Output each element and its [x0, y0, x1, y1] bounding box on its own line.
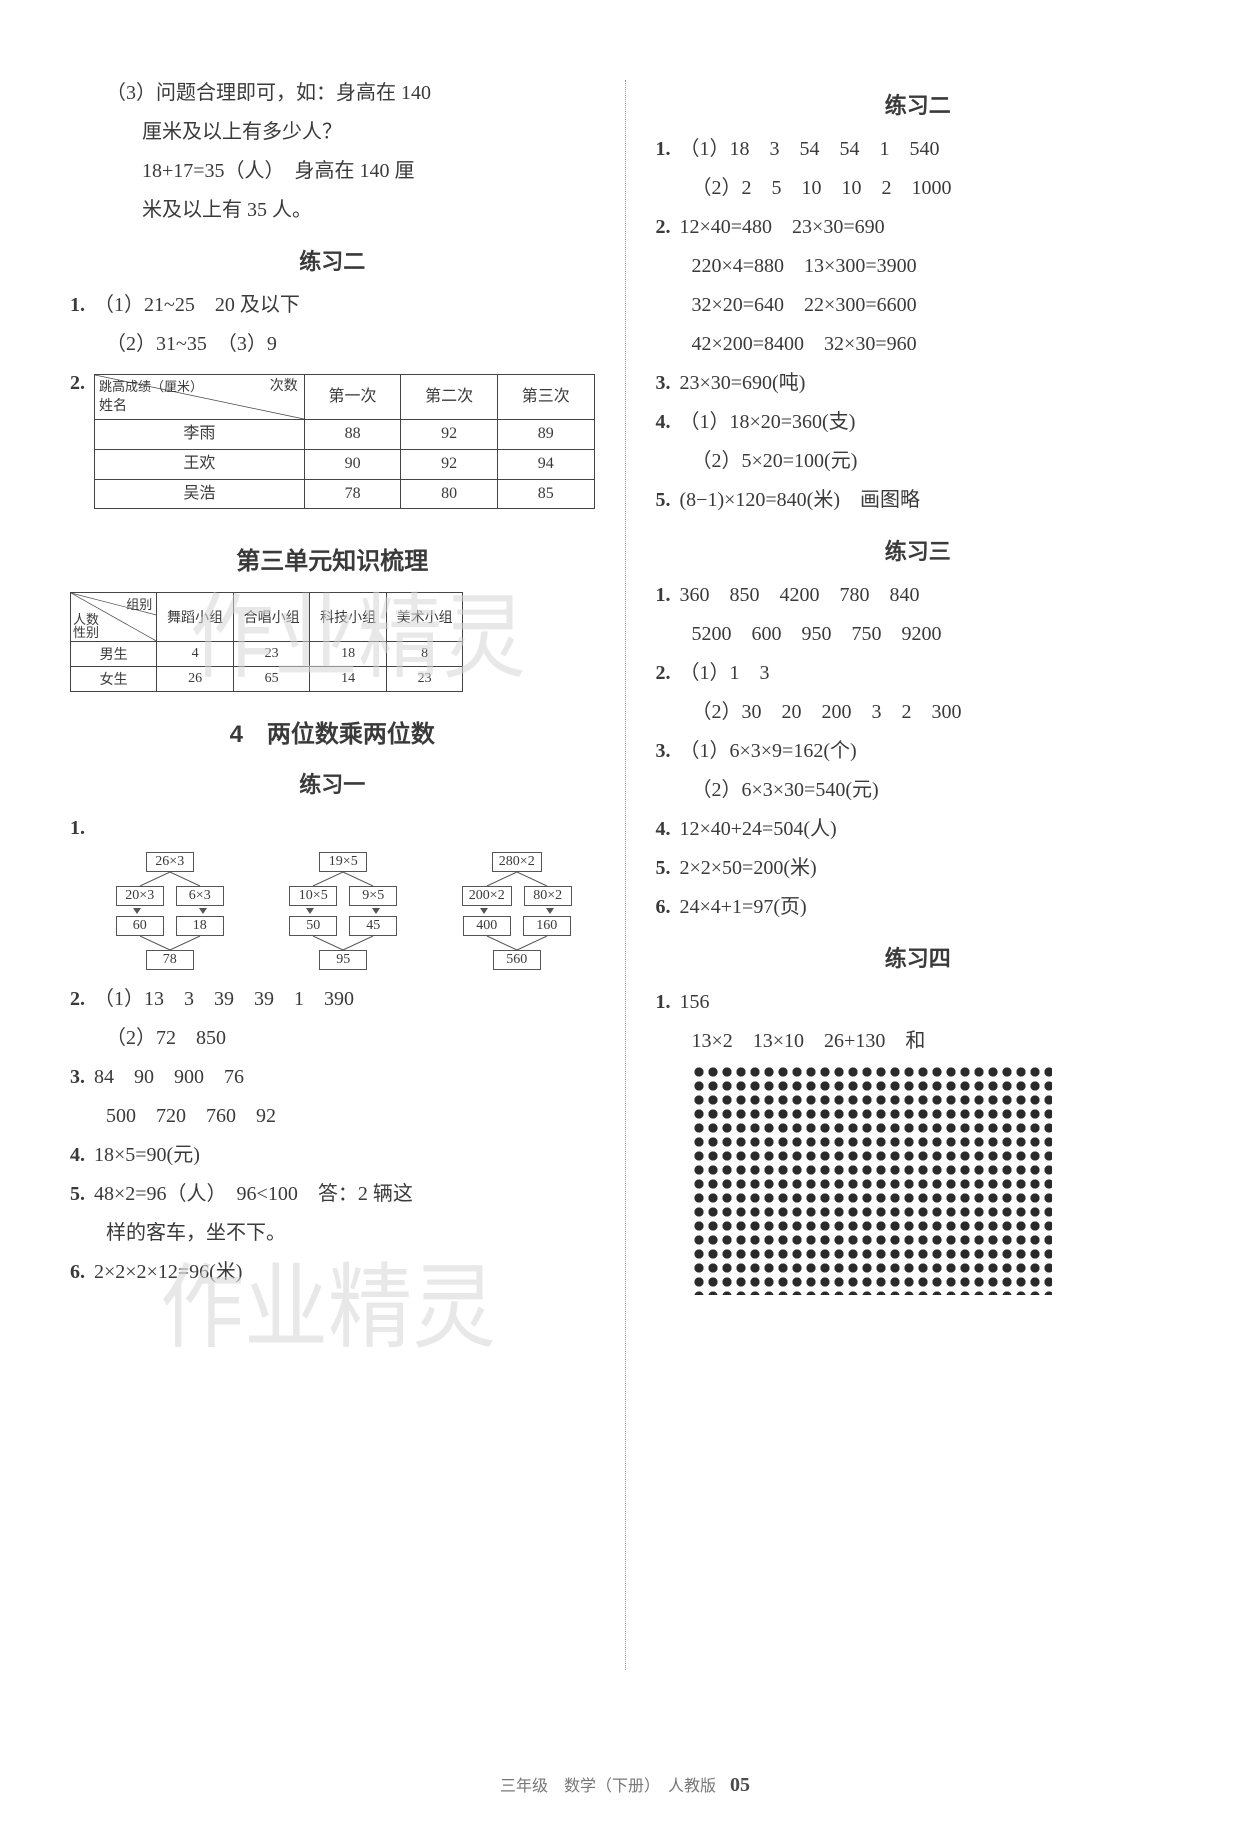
ex2-q2: 2. 次数 姓名 跳高成绩（厘米） 第一次 第二次 第三次 — [70, 368, 595, 519]
diag-header: 次数 姓名 跳高成绩（厘米） — [95, 375, 304, 419]
sec4-ex1-title: 练习一 — [70, 767, 595, 799]
q1-l1: （1）21~25 20 及以下 — [94, 290, 300, 321]
col1: 第一次 — [304, 375, 401, 420]
page-footer: 三年级 数学（下册） 人教版 05 — [0, 1772, 1250, 1797]
q1-num: 1. — [70, 290, 94, 321]
jump-table: 次数 姓名 跳高成绩（厘米） 第一次 第二次 第三次 李雨 88 92 89 — [94, 374, 595, 509]
table-row: 吴浩 78 80 85 — [95, 479, 595, 509]
dot-array-diagram — [692, 1065, 1052, 1295]
tree-diagram: 26×320×36×3601878 — [92, 852, 248, 970]
footer-text: 三年级 数学（下册） 人教版 — [500, 1778, 716, 1795]
ex2-q1b: （2）31~35 （3）9 — [70, 329, 595, 360]
col2: 第二次 — [401, 375, 498, 420]
column-divider — [625, 80, 626, 1670]
ex2-title: 练习二 — [70, 244, 595, 276]
unit3-title: 第三单元知识梳理 — [70, 541, 595, 576]
q2-num: 2. — [70, 368, 94, 399]
hdr-metric: 跳高成绩（厘米） — [99, 377, 203, 397]
diag-header2: 组别 人数 性别 — [71, 593, 156, 641]
ex2-q1: 1. （1）21~25 20 及以下 — [70, 290, 595, 321]
tree-diagram: 19×510×59×5504595 — [266, 852, 422, 970]
sec4-title: 4 两位数乘两位数 — [70, 714, 595, 749]
table-row: 李雨 88 92 89 — [95, 420, 595, 450]
tree-diagrams: 26×320×36×360187819×510×59×5504595280×22… — [92, 852, 595, 970]
r-ex4-title: 练习四 — [656, 941, 1181, 973]
q3-line3: 18+17=35（人） 身高在 140 厘 — [70, 156, 595, 187]
hdr-times: 次数 — [270, 376, 298, 398]
table-row: 王欢 90 92 94 — [95, 449, 595, 479]
r-ex3-title: 练习三 — [656, 534, 1181, 566]
table-row: 男生 4 23 18 8 — [71, 642, 463, 667]
page-number: 05 — [730, 1774, 750, 1796]
hdr-name: 姓名 — [99, 396, 127, 418]
table-row: 女生 26 65 14 23 — [71, 667, 463, 692]
unit3-table: 组别 人数 性别 舞蹈小组 合唱小组 科技小组 美术小组 男生 4 23 18 … — [70, 592, 463, 692]
q3-line4: 米及以上有 35 人。 — [70, 195, 595, 226]
right-column: 练习二 1.（1）18 3 54 54 1 540 （2）2 5 10 10 2… — [656, 70, 1181, 1670]
left-column: （3）问题合理即可，如：身高在 140 厘米及以上有多少人？ 18+17=35（… — [70, 70, 595, 1670]
q3-line1: （3）问题合理即可，如：身高在 140 — [70, 78, 595, 109]
q3-line2: 厘米及以上有多少人？ — [70, 117, 595, 148]
sec4-q1: 1. — [70, 813, 595, 844]
r-ex2-title: 练习二 — [656, 88, 1181, 120]
tree-diagram: 280×2200×280×2400160560 — [439, 852, 595, 970]
col3: 第三次 — [497, 375, 594, 420]
